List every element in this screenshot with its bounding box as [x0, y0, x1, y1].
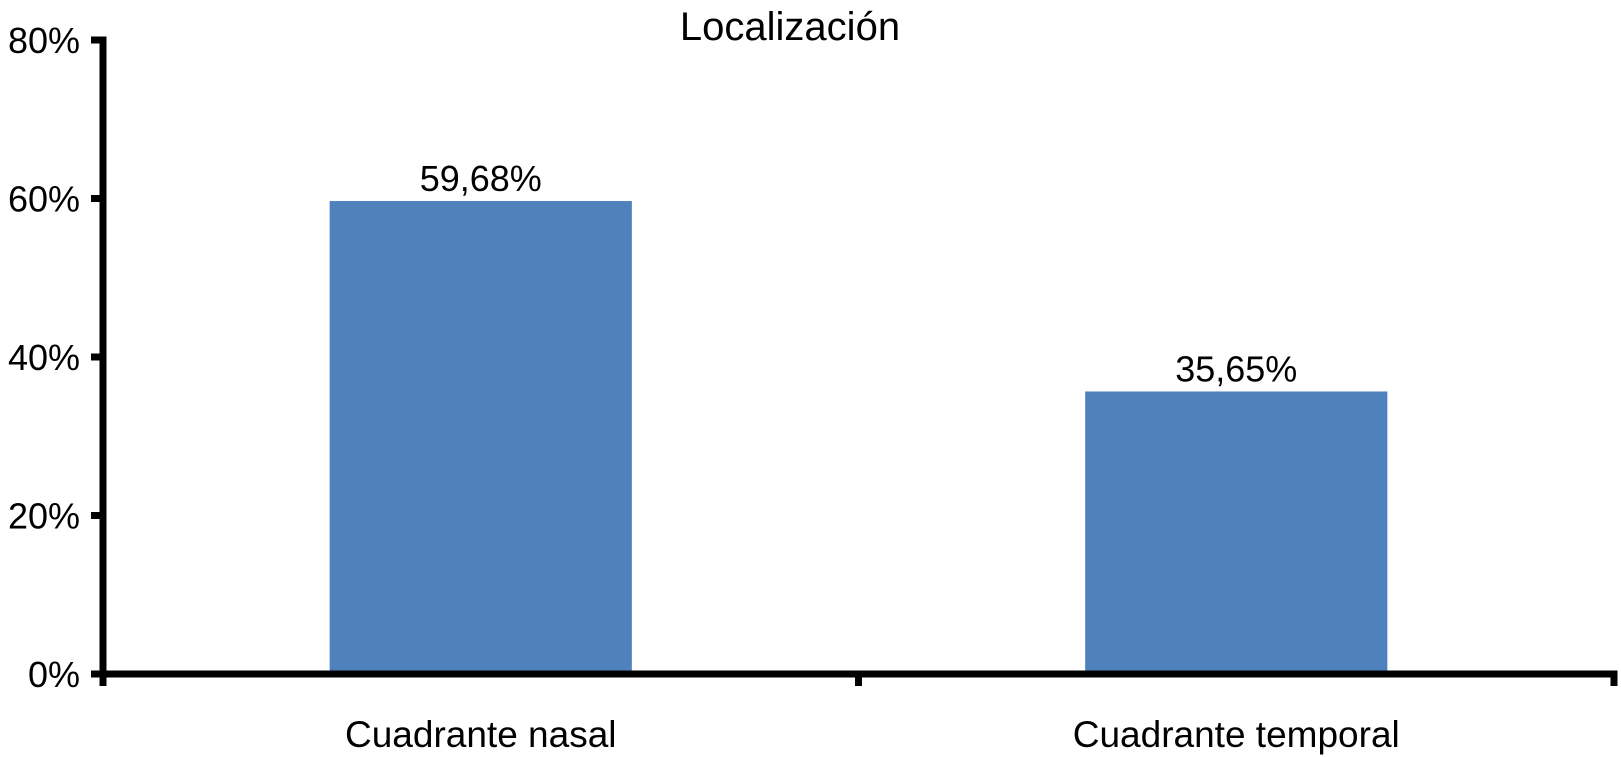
bars-layer: [329, 201, 1388, 674]
bar-1: [329, 201, 632, 674]
category-labels: Cuadrante nasal Cuadrante temporal: [345, 714, 1400, 755]
category-label-2: Cuadrante temporal: [1073, 714, 1400, 755]
x-axis-ticks: [99, 674, 1618, 686]
category-label-1: Cuadrante nasal: [345, 714, 617, 755]
y-axis-ticks: 0% 20% 40% 60% 80%: [8, 20, 103, 695]
y-tick-label-4: 60%: [8, 179, 80, 220]
bar-value-label-2: 35,65%: [1175, 348, 1297, 389]
y-tick-label-3: 40%: [8, 337, 80, 378]
y-tick-label-5: 80%: [8, 20, 80, 61]
y-tick-label-2: 20%: [8, 496, 80, 537]
bar-2: [1085, 391, 1388, 674]
y-tick-label-1: 0%: [28, 654, 80, 695]
bar-value-label-1: 59,68%: [420, 158, 542, 199]
chart-title: Localización: [680, 5, 900, 49]
value-labels-layer: 59,68% 35,65%: [420, 158, 1298, 389]
